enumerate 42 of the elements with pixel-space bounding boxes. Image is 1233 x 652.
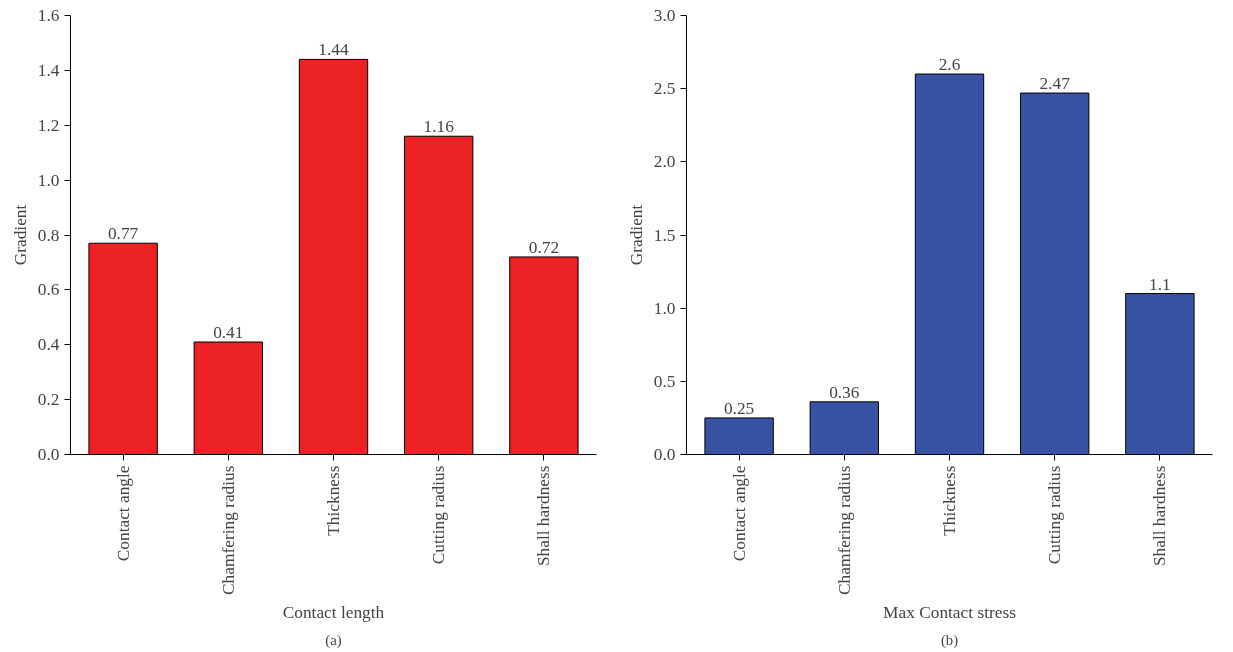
x-tick-label: Cutting radius (1045, 465, 1065, 565)
data-label: 2.6 (938, 55, 961, 75)
y-tick-label: 0.5 (653, 371, 676, 391)
data-label: 1.1 (1149, 274, 1171, 294)
y-tick-label: 0.6 (37, 280, 60, 300)
x-tick-label: Contact angle (113, 465, 133, 562)
x-axis-title: Max Contact stress (883, 602, 1017, 622)
text: (a) (325, 631, 342, 649)
data-label: 0.41 (213, 323, 244, 343)
y-tick-label: 1.0 (37, 170, 60, 190)
x-tick-label: Shall hardness (534, 465, 554, 567)
x-tick-label: Chamfering radius (834, 465, 854, 595)
y-tick-label: 2.5 (653, 79, 676, 99)
x-axis-title: Contact length (282, 602, 385, 622)
y-tick-label: 1.2 (37, 115, 60, 135)
data-label: 0.72 (528, 237, 560, 257)
y-tick-label: 1.6 (37, 6, 60, 25)
y-tick-label: 1.4 (37, 60, 60, 80)
data-label: 2.47 (1039, 74, 1071, 94)
x-tick-label: Shall hardness (1150, 465, 1170, 567)
data-label: 0.77 (107, 224, 139, 244)
x-tick-label: Contact angle (729, 465, 749, 562)
y-tick-label: 1.0 (653, 298, 676, 318)
y-tick-label: 3.0 (653, 6, 676, 25)
y-tick-label: 0.2 (37, 390, 60, 410)
y-tick-label: 0.0 (653, 445, 676, 464)
x-tick-label: Thickness (940, 465, 959, 536)
y-tick-label: 0.8 (37, 225, 60, 245)
data-label: 0.36 (829, 382, 860, 402)
x-tick-label: Thickness (324, 465, 343, 536)
y-tick-label: 0.4 (37, 335, 60, 355)
x-tick-label: Chamfering radius (218, 465, 238, 595)
text: (b) (940, 631, 959, 649)
data-label: 0.25 (723, 398, 755, 418)
y-tick-label: 2.0 (653, 152, 676, 172)
y-tick-label: 0.0 (37, 445, 60, 464)
x-tick-label: Cutting radius (429, 465, 449, 565)
y-axis-title: Gradient (10, 204, 30, 266)
y-tick-label: 1.5 (653, 225, 676, 245)
y-axis-title: Gradient (626, 204, 646, 266)
data-label: 1.16 (423, 117, 455, 137)
data-label: 1.44 (318, 40, 349, 60)
